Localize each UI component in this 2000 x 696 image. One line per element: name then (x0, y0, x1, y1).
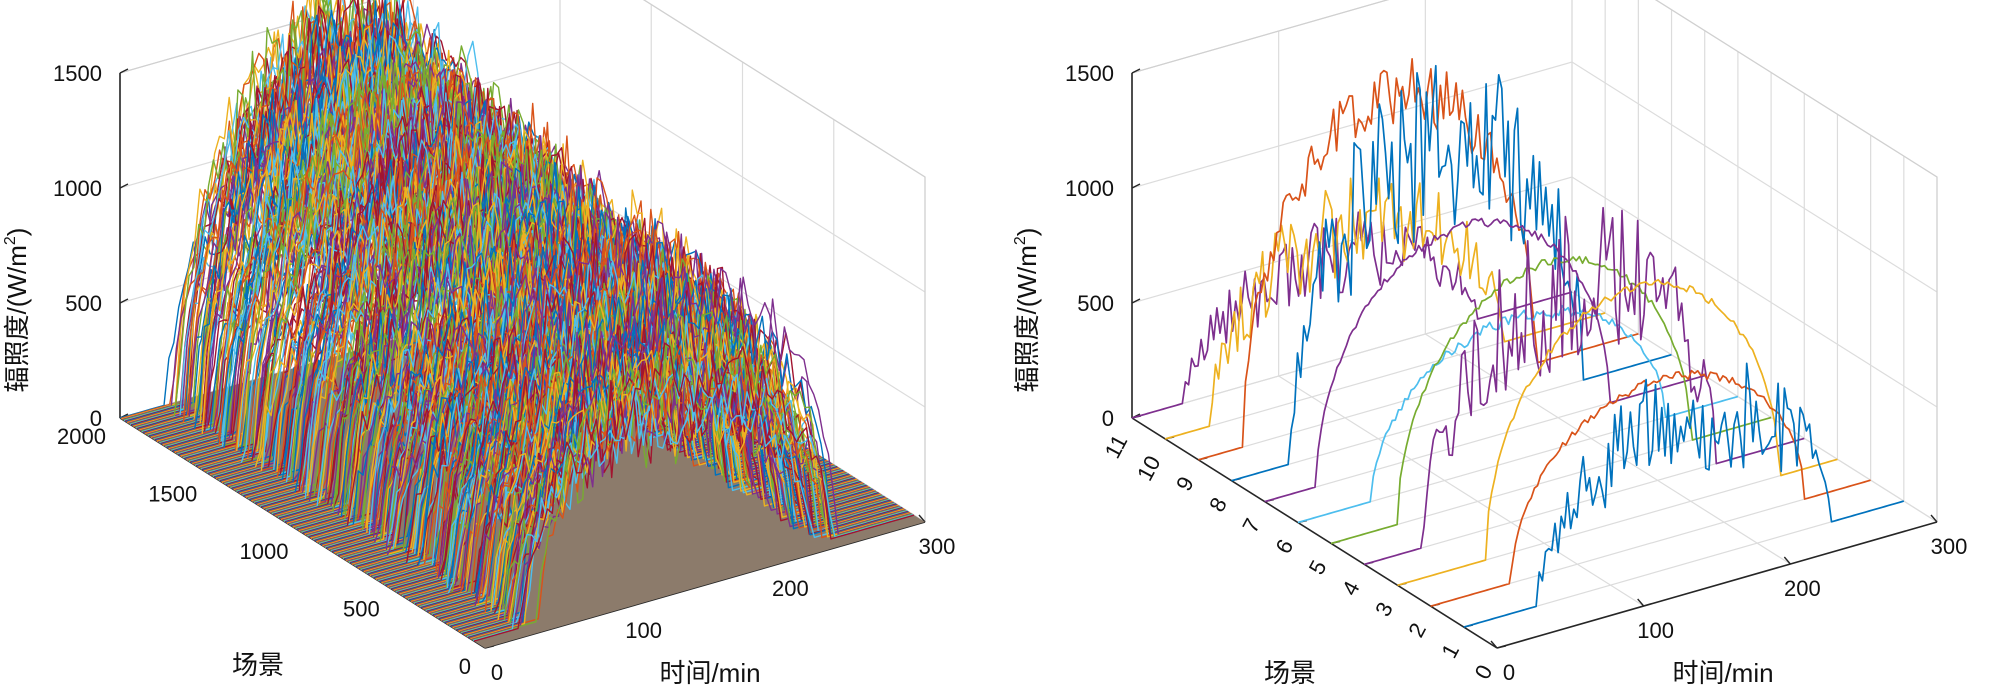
chart-b-y-tick-label: 4 (1337, 577, 1365, 600)
chart-b-z-tick-label: 500 (1077, 291, 1114, 316)
chart-b-z-tick-label: 1000 (1065, 176, 1114, 201)
chart-b-y-tick-label: 8 (1204, 493, 1232, 516)
chart-b-y-tick-label: 2 (1403, 619, 1431, 642)
chart-b-x-tick (1783, 556, 1791, 565)
chart-b-z-tick-label: 0 (1102, 406, 1114, 431)
chart-a-x-tick-label: 300 (919, 534, 956, 559)
chart-b-x-tick (1490, 640, 1498, 649)
chart-a-series-line (470, 307, 911, 640)
chart-b-y-tick-label: 6 (1270, 535, 1298, 558)
chart-a-series-line (471, 268, 912, 641)
chart-b-y-tick-label: 11 (1100, 431, 1133, 463)
chart-a-x-tick-label: 100 (625, 618, 662, 643)
chart-b-x-tick-label: 200 (1784, 576, 1821, 601)
chart-b-y-tick-label: 10 (1132, 452, 1166, 485)
chart-a-series-line (387, 189, 829, 588)
chart-b-x-tick-label: 100 (1637, 618, 1674, 643)
chart-a-y-tick-label: 500 (343, 597, 380, 622)
chart-a-series-line (473, 361, 914, 642)
chart-a-z-tick-label: 1000 (53, 176, 102, 201)
chart-b-z-axis-label-sup: 2 (1012, 236, 1029, 245)
chart-b-x-axis-label: 时间/min (1672, 658, 1773, 688)
chart-a-y-tick-label: 1500 (148, 482, 197, 507)
chart-a-z-tick (119, 183, 129, 189)
chart-a-z-tick-label: 0 (90, 406, 102, 431)
chart-b-y-tick-label: 9 (1171, 472, 1199, 495)
chart-b-series-line-5 (1330, 255, 1772, 545)
chart-a-series-line (472, 311, 913, 641)
chart-b-series-line-6 (1297, 304, 1739, 524)
chart-a-series-line (454, 306, 895, 630)
chart-b-y-tick-label: 0 (1470, 661, 1498, 684)
chart-b-series-line-8 (1231, 64, 1672, 482)
chart-b-series-line-9 (1198, 58, 1639, 461)
chart-b-z-tick (1131, 68, 1141, 74)
chart-b-x-tick (1637, 598, 1645, 607)
chart-b-y-tick-label: 7 (1237, 514, 1265, 537)
chart-b-grid-wall-z (1131, 0, 1938, 178)
chart-b-series-line-10 (1164, 177, 1606, 440)
chart-a-series-line (473, 342, 915, 642)
chart-a-x-tick (918, 514, 926, 523)
chart-b-z-tick (1131, 183, 1141, 189)
chart-b-grid-wall-z (1131, 61, 1938, 293)
chart-a-y-tick-label: 2000 (57, 424, 106, 449)
chart-a-z-axis-label-sup: 2 (2, 236, 19, 245)
chart-b-z-tick-label: 1500 (1065, 61, 1114, 86)
chart-a-series-line (465, 342, 906, 637)
chart-a-z-tick-label: 1500 (53, 61, 102, 86)
chart-b-x-tick-label: 0 (1503, 660, 1515, 685)
chart-b-grid-floor-y (1463, 500, 1904, 628)
chart-a-z-axis-label: 辐照度/(W/m2) (2, 228, 32, 393)
chart-a-z-tick (119, 68, 129, 74)
chart-b-y-axis-label: 场景 (1264, 658, 1316, 688)
chart-left-3d-waterfall: 0 500 1000 1500 0 100 200 300 0 500 1000 1500 2000 时间… (2, 0, 955, 688)
chart-a-x-tick-label: 0 (491, 660, 503, 685)
chart-b-y-tick-label: 5 (1304, 556, 1332, 579)
chart-b-z-axis-label-main: 辐照度/(W/m (1012, 245, 1042, 392)
chart-b-grid-floor-y (1297, 395, 1739, 524)
chart-a-x-axis-label: 时间/min (659, 658, 760, 688)
chart-right-3d-waterfall: 050010001500010020030001234567891011时间/m… (1012, 0, 1967, 688)
chart-b-series-line-7 (1264, 217, 1705, 503)
chart-a-y-axis-label: 场景 (232, 650, 284, 680)
chart-a-z-tick (119, 298, 129, 304)
chart-b-y-tick (1496, 645, 1507, 649)
chart-b-series-line-3 (1397, 278, 1838, 587)
chart-a-series-line (464, 344, 905, 636)
chart-a-series-line (469, 345, 910, 640)
chart-b-z-axis-label-tail: ) (1012, 228, 1042, 237)
chart-a-x-tick-label: 200 (772, 576, 809, 601)
chart-a-z-axis-label-main: 辐照度/(W/m (2, 245, 32, 392)
chart-a-series-line (468, 286, 910, 639)
chart-b-z-tick (1131, 298, 1141, 304)
chart-b-x-tick (1930, 514, 1938, 523)
chart-a-z-axis-label-tail: ) (2, 228, 32, 237)
chart-a-y-tick-label: 0 (459, 654, 471, 679)
chart-b-z-axis-label: 辐照度/(W/m2) (1012, 228, 1042, 393)
chart-b-y-axis (1131, 417, 1498, 649)
chart-a-y-tick (484, 645, 495, 649)
chart-b-series-line-1 (1463, 362, 1905, 628)
chart-b-x-axis (1496, 521, 1938, 649)
chart-b-x-tick-label: 300 (1931, 534, 1968, 559)
chart-b-y-tick-label: 3 (1370, 598, 1398, 621)
chart-b-y-tick-label: 1 (1436, 640, 1464, 663)
chart-a-y-tick-label: 1000 (240, 539, 289, 564)
chart-a-z-tick-label: 500 (65, 291, 102, 316)
chart-b-grid-floor-x (1278, 375, 1644, 607)
